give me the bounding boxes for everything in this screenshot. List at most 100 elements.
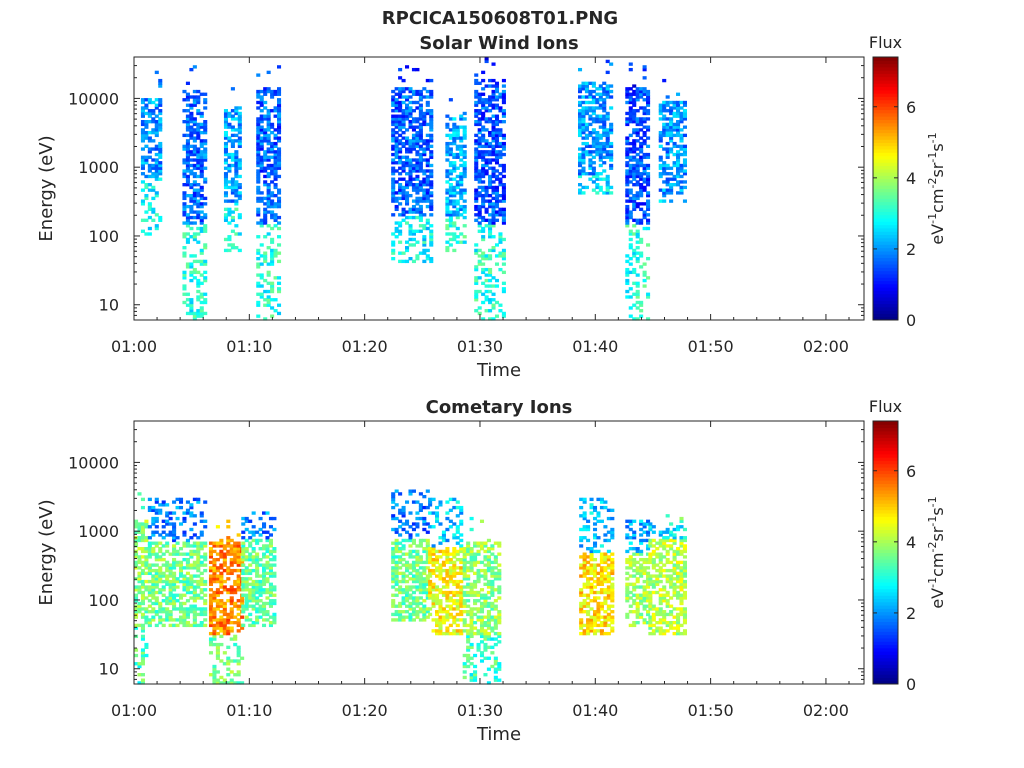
spectrogram-cell bbox=[161, 618, 166, 622]
spectrogram-cell bbox=[137, 522, 142, 526]
spectrogram-cell bbox=[422, 235, 427, 239]
spectrogram-cell bbox=[165, 533, 170, 537]
spectrogram-cell bbox=[625, 525, 630, 529]
spectrogram-cell bbox=[391, 612, 396, 617]
spectrogram-cell bbox=[474, 152, 479, 157]
spectrogram-cell bbox=[610, 563, 615, 567]
spectrogram-cell bbox=[494, 152, 500, 157]
spectrogram-cell bbox=[208, 588, 214, 592]
spectrogram-cell bbox=[234, 199, 239, 203]
spectrogram-cell bbox=[394, 109, 399, 113]
spectrogram-cell bbox=[199, 547, 204, 551]
spectrogram-cell bbox=[642, 76, 647, 80]
spectrogram-cell bbox=[588, 163, 593, 168]
spectrogram-cell bbox=[628, 150, 633, 154]
spectrogram-cell bbox=[398, 618, 403, 622]
spectrogram-cell bbox=[494, 98, 500, 102]
spectrogram-cell bbox=[632, 158, 637, 162]
spectrogram-cell bbox=[391, 133, 396, 138]
spectrogram-cell bbox=[490, 560, 495, 565]
spectrogram-cell bbox=[438, 566, 443, 570]
spectrogram-cell bbox=[154, 516, 159, 521]
spectrogram-cell bbox=[459, 618, 464, 622]
spectrogram-cell bbox=[445, 210, 450, 214]
spectrogram-cell bbox=[445, 248, 450, 253]
spectrogram-cell bbox=[581, 120, 586, 124]
spectrogram-cell bbox=[144, 103, 149, 107]
spectrogram-cell bbox=[606, 585, 611, 589]
spectrogram-cell bbox=[448, 202, 453, 206]
spectrogram-cell bbox=[498, 210, 503, 214]
spectrogram-cell bbox=[394, 221, 399, 225]
spectrogram-cell bbox=[418, 596, 423, 600]
spectrogram-cell bbox=[415, 117, 420, 121]
spectrogram-cell bbox=[189, 527, 194, 532]
spectrogram-cell bbox=[185, 240, 190, 244]
spectrogram-cell bbox=[588, 81, 593, 85]
spectrogram-cell bbox=[234, 166, 239, 170]
spectrogram-cell bbox=[405, 210, 410, 214]
spectrogram-cell bbox=[154, 133, 159, 138]
spectrogram-cell bbox=[227, 207, 232, 212]
spectrogram-cell bbox=[428, 574, 433, 578]
spectrogram-cell bbox=[595, 185, 600, 190]
spectrogram-cell bbox=[199, 130, 204, 135]
colorbar-label-part: eV bbox=[928, 224, 947, 245]
spectrogram-cell bbox=[418, 103, 423, 107]
spectrogram-cell bbox=[227, 199, 232, 203]
spectrogram-cell bbox=[481, 196, 486, 201]
spectrogram-cell bbox=[405, 172, 410, 176]
spectrogram-cell bbox=[605, 183, 610, 187]
spectrogram-cell bbox=[405, 599, 410, 603]
spectrogram-cell bbox=[625, 100, 630, 105]
spectrogram-cell bbox=[192, 270, 197, 275]
spectrogram-cell bbox=[192, 130, 197, 135]
spectrogram-cell bbox=[165, 610, 170, 614]
spectrogram-cell bbox=[265, 530, 270, 534]
spectrogram-cell bbox=[270, 298, 275, 302]
colorbar-segment bbox=[873, 142, 898, 147]
spectrogram-cell bbox=[154, 552, 159, 556]
spectrogram-cell bbox=[474, 204, 479, 209]
spectrogram-cell bbox=[258, 615, 263, 619]
spectrogram-cell bbox=[422, 248, 427, 253]
spectrogram-cell bbox=[625, 183, 630, 187]
spectrogram-cell bbox=[466, 629, 471, 633]
spectrogram-cell bbox=[425, 174, 430, 179]
spectrogram-cell bbox=[270, 95, 275, 99]
spectrogram-cell bbox=[498, 232, 503, 236]
spectrogram-cell bbox=[632, 117, 637, 121]
spectrogram-cell bbox=[178, 568, 184, 573]
spectrogram-cell bbox=[632, 292, 637, 296]
spectrogram-cell bbox=[473, 563, 478, 567]
spectrogram-cell bbox=[208, 612, 214, 617]
spectrogram-cell bbox=[481, 237, 486, 242]
spectrogram-cell bbox=[642, 141, 647, 146]
spectrogram-cell bbox=[481, 155, 486, 159]
spectrogram-cell bbox=[646, 172, 651, 176]
spectrogram-cell bbox=[501, 281, 506, 285]
spectrogram-cell bbox=[391, 566, 396, 570]
spectrogram-cell bbox=[259, 144, 264, 149]
spectrogram-cell bbox=[591, 98, 596, 102]
spectrogram-cell bbox=[635, 306, 640, 310]
spectrogram-cell bbox=[586, 566, 591, 570]
spectrogram-cell bbox=[234, 158, 239, 162]
spectrogram-cell bbox=[223, 213, 229, 217]
spectrogram-cell bbox=[411, 128, 416, 132]
spectrogram-cell bbox=[196, 111, 201, 116]
spectrogram-cell bbox=[662, 193, 667, 198]
spectrogram-cell bbox=[182, 89, 187, 94]
spectrogram-cell bbox=[462, 604, 467, 608]
spectrogram-cell bbox=[391, 188, 396, 192]
spectrogram-cell bbox=[189, 544, 194, 548]
spectrogram-cell bbox=[196, 109, 201, 113]
spectrogram-cell bbox=[579, 593, 584, 597]
spectrogram-cell bbox=[646, 276, 651, 280]
spectrogram-cell bbox=[208, 642, 214, 647]
spectrogram-cell bbox=[484, 163, 489, 168]
spectrogram-cell bbox=[411, 169, 416, 173]
spectrogram-cell bbox=[158, 503, 163, 507]
spectrogram-cell bbox=[408, 544, 413, 548]
spectrogram-cell bbox=[425, 582, 430, 586]
